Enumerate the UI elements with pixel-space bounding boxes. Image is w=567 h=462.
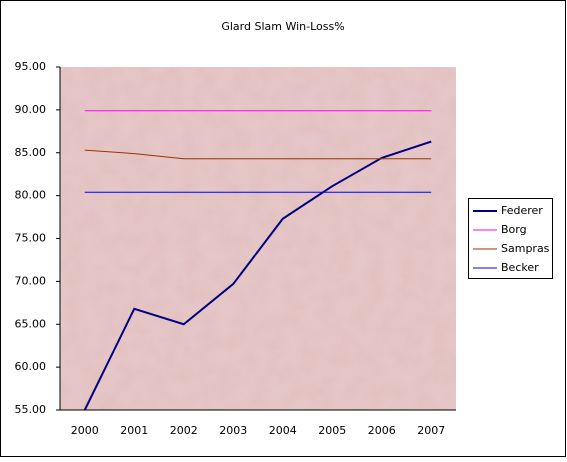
series-line: [83, 140, 432, 411]
x-tick-label: 2000: [71, 424, 99, 437]
legend-label: Borg: [501, 223, 527, 236]
x-tick-label: 2004: [269, 424, 297, 437]
y-tick-label: 75.00: [15, 232, 47, 245]
plot-texture: [60, 67, 456, 410]
series-line: [84, 149, 432, 160]
y-tick-label: 95.00: [15, 60, 47, 73]
y-tick-label: 90.00: [15, 103, 47, 116]
y-tick-label: 55.00: [15, 403, 47, 416]
legend-box: [468, 198, 553, 279]
x-tick-label: 2006: [368, 424, 396, 437]
y-tick-label: 80.00: [15, 189, 47, 202]
chart-title: Glard Slam Win-Loss%: [221, 20, 344, 33]
legend-label: Sampras: [501, 242, 550, 255]
x-tick-label: 2002: [170, 424, 198, 437]
x-tick-label: 2003: [219, 424, 247, 437]
y-tick-label: 60.00: [15, 360, 47, 373]
y-tick-label: 70.00: [15, 274, 47, 287]
x-tick-label: 2001: [120, 424, 148, 437]
y-tick-label: 65.00: [15, 317, 47, 330]
legend-label: Federer: [501, 204, 543, 217]
y-tick-label: 85.00: [15, 146, 47, 159]
x-tick-label: 2007: [417, 424, 445, 437]
x-tick-label: 2005: [318, 424, 346, 437]
legend-label: Becker: [501, 261, 539, 274]
